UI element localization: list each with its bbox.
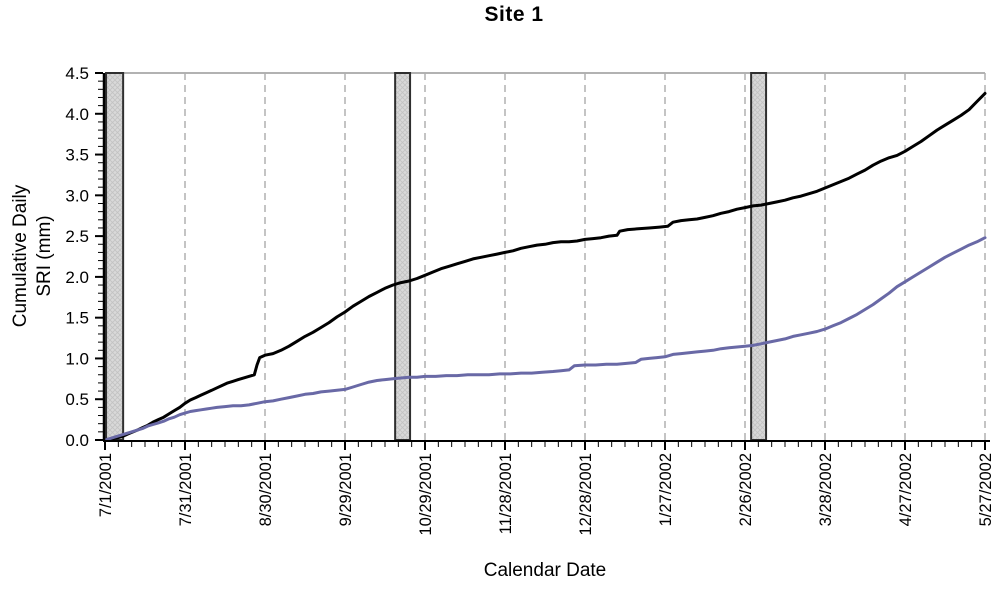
y-tick-label: 3.5 [65,146,89,165]
event-bar [750,72,768,441]
x-tick-label: 4/27/2002 [897,453,915,526]
x-tick-label: 1/27/2002 [657,453,675,526]
y-tick-label: 2.5 [65,227,89,246]
lower-purple-line [103,236,987,442]
chart-title: Site 1 [484,3,544,26]
event-bar [105,72,125,441]
y-axis-title-line2: SRI (mm) [34,215,55,297]
x-axis-title: Calendar Date [483,560,607,581]
y-tick-label: 0.0 [65,431,89,450]
x-tick-label: 7/1/2001 [97,453,115,517]
y-axis-title-line1: Cumulative Daily [10,184,31,328]
y-tick-label: 0.5 [65,390,89,409]
y-axis-title: Cumulative Daily SRI (mm) [9,66,57,446]
x-tick-label: 3/28/2002 [817,453,835,526]
x-tick-label: 10/29/2001 [417,453,435,536]
y-tick-label: 1.5 [65,309,89,328]
y-tick-label: 4.0 [65,105,89,124]
x-tick-label: 5/27/2002 [977,453,995,526]
y-tick-label: 4.5 [65,64,89,83]
x-tick-label: 12/28/2001 [577,453,595,536]
x-tick-label: 2/26/2002 [737,453,755,526]
y-tick-label: 2.0 [65,268,89,287]
x-tick-label: 8/30/2001 [257,453,275,526]
x-tick-label: 11/28/2001 [497,453,515,534]
x-tick-label: 7/31/2001 [177,453,195,526]
y-tick-label: 3.0 [65,186,89,205]
upper-black-line [103,91,987,442]
event-bar [394,72,412,441]
x-tick-label: 9/29/2001 [337,453,355,526]
y-tick-label: 1.0 [65,349,89,368]
